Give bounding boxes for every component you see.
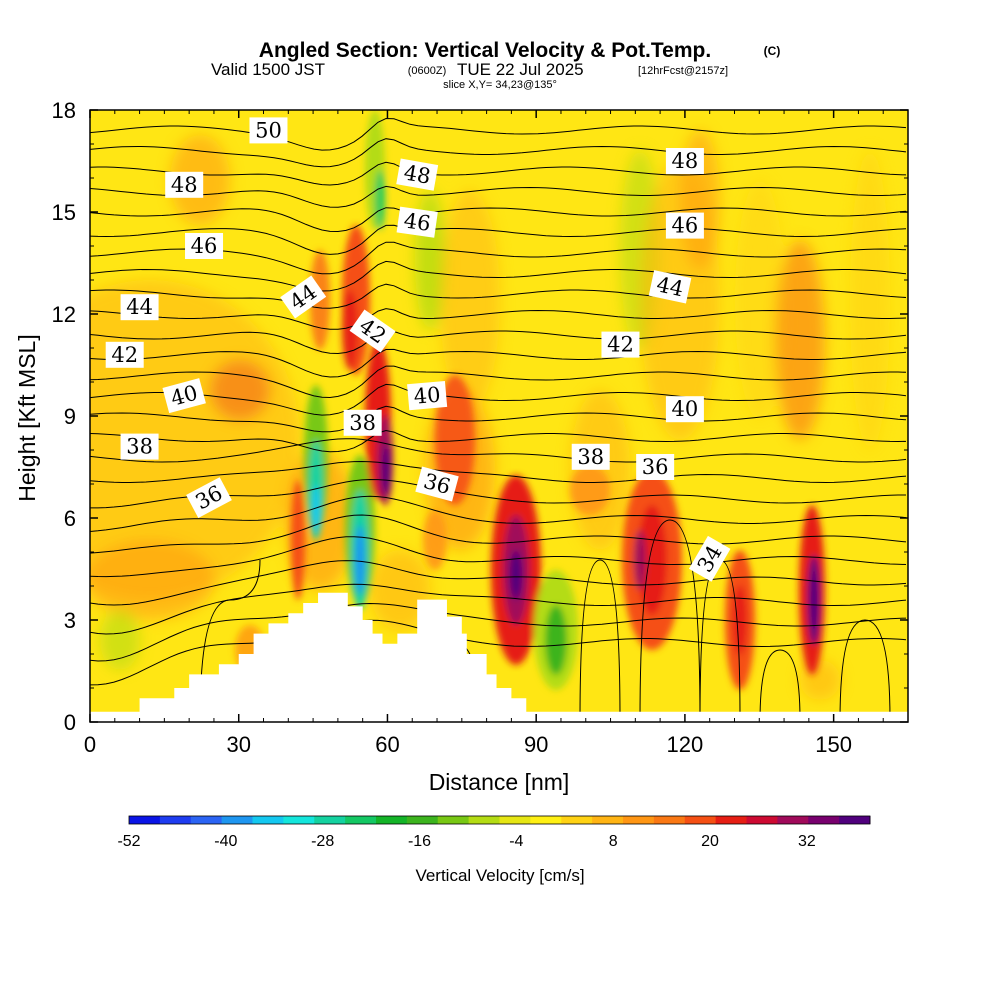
svg-text:38: 38: [349, 411, 376, 435]
svg-text:42: 42: [111, 343, 138, 367]
contour-label: 40: [162, 378, 206, 414]
svg-text:40: 40: [413, 382, 442, 408]
colorbar-swatch: [808, 816, 840, 824]
svg-text:48: 48: [402, 160, 432, 188]
colorbar-swatch: [623, 816, 655, 824]
y-tick-label: 18: [52, 98, 76, 123]
colorbar-tick-label: 32: [798, 833, 816, 850]
x-axis-label: Distance [nm]: [429, 769, 570, 795]
contour-label: 36: [415, 466, 459, 502]
y-tick-label: 6: [64, 506, 76, 531]
colorbar-tick-label: -52: [117, 833, 140, 850]
contour-label: 42: [601, 331, 640, 358]
contour-label: 48: [396, 158, 439, 191]
svg-text:46: 46: [402, 208, 432, 235]
contour-label: 46: [185, 233, 224, 259]
colorbar-swatch: [684, 816, 717, 824]
contour-label: 40: [407, 380, 448, 411]
valid-time-utc: (0600Z): [408, 65, 447, 77]
svg-text:38: 38: [577, 445, 604, 469]
contour-label: 48: [165, 171, 204, 198]
contour-label: 42: [105, 341, 144, 368]
svg-text:48: 48: [672, 149, 699, 173]
colorbar-swatch: [221, 816, 253, 824]
colorbar-label: Vertical Velocity [cm/s]: [415, 866, 584, 885]
contour-label: 44: [648, 270, 692, 304]
colorbar-swatch: [499, 816, 531, 824]
colorbar-tick-label: -40: [214, 833, 237, 850]
y-tick-label: 3: [64, 608, 76, 633]
colorbar-swatch: [592, 816, 624, 824]
colorbar: -52 -40 -28 -16 -4 8 20 32: [117, 815, 871, 850]
colorbar-swatch: [406, 816, 439, 824]
colorbar-swatch: [653, 816, 686, 824]
contour-label: 40: [665, 396, 704, 423]
svg-text:48: 48: [171, 173, 198, 197]
colorbar-swatch: [777, 816, 809, 824]
colorbar-swatch: [345, 816, 377, 824]
colorbar-swatch: [715, 816, 747, 824]
colorbar-swatch: [159, 816, 192, 824]
copyright-mark: (C): [764, 44, 781, 58]
colorbar-swatch: [314, 816, 346, 824]
colorbar-tick-label: -16: [408, 833, 431, 850]
contour-label: 46: [396, 206, 438, 238]
x-tick-label: 60: [375, 732, 399, 757]
y-tick-label: 12: [52, 302, 76, 327]
colorbar-swatch: [468, 816, 500, 824]
svg-text:44: 44: [126, 295, 153, 319]
contour-label: 46: [665, 212, 704, 239]
colorbar-tick-label: 8: [609, 833, 618, 850]
contour-label: 36: [186, 477, 232, 518]
colorbar-tick-label: -4: [509, 833, 523, 850]
x-tick-label: 120: [667, 732, 704, 757]
contour-label: 48: [665, 148, 704, 174]
colorbar-swatch: [839, 816, 871, 824]
svg-text:50: 50: [255, 118, 282, 142]
valid-time: Valid 1500 JST: [211, 60, 325, 79]
contour-label: 38: [343, 409, 382, 436]
contour-label: 38: [571, 443, 610, 470]
svg-text:46: 46: [672, 214, 699, 238]
x-tick-label: 150: [815, 732, 852, 757]
svg-text:44: 44: [654, 272, 685, 301]
y-tick-label: 15: [52, 200, 76, 225]
y-axis-label: Height [Kft MSL]: [14, 334, 40, 501]
contour-label: 36: [636, 454, 675, 480]
terrain-profile: [90, 592, 908, 722]
colorbar-swatch: [252, 816, 284, 824]
x-tick-label: 30: [226, 732, 250, 757]
colorbar-swatch: [376, 816, 408, 824]
colorbar-swatch: [437, 816, 470, 824]
forecast-info: [12hrFcst@2157z]: [638, 65, 728, 77]
y-tick-label: 9: [64, 404, 76, 429]
y-tick-label: 0: [64, 710, 76, 735]
colorbar-tick-label: 20: [701, 833, 719, 850]
colorbar-swatch: [746, 816, 778, 824]
colorbar-swatch: [561, 816, 593, 824]
colorbar-tick-label: -28: [311, 833, 334, 850]
chart-title: Angled Section: Vertical Velocity & Pot.…: [259, 39, 711, 62]
colorbar-swatch: [283, 816, 315, 824]
slice-info: slice X,Y= 34,23@135°: [443, 79, 557, 91]
valid-date: TUE 22 Jul 2025: [457, 60, 584, 79]
colorbar-swatch: [530, 816, 562, 824]
svg-text:42: 42: [607, 333, 634, 357]
svg-text:38: 38: [126, 435, 153, 459]
contour-label: 44: [120, 294, 159, 321]
contour-label: 38: [120, 433, 159, 460]
svg-text:46: 46: [191, 234, 218, 258]
contour-label: 50: [249, 117, 288, 144]
svg-text:40: 40: [672, 397, 699, 421]
svg-text:36: 36: [642, 455, 669, 479]
x-tick-label: 0: [84, 732, 96, 757]
colorbar-swatch: [129, 816, 161, 824]
x-tick-label: 90: [524, 732, 548, 757]
colorbar-swatch: [190, 816, 223, 824]
